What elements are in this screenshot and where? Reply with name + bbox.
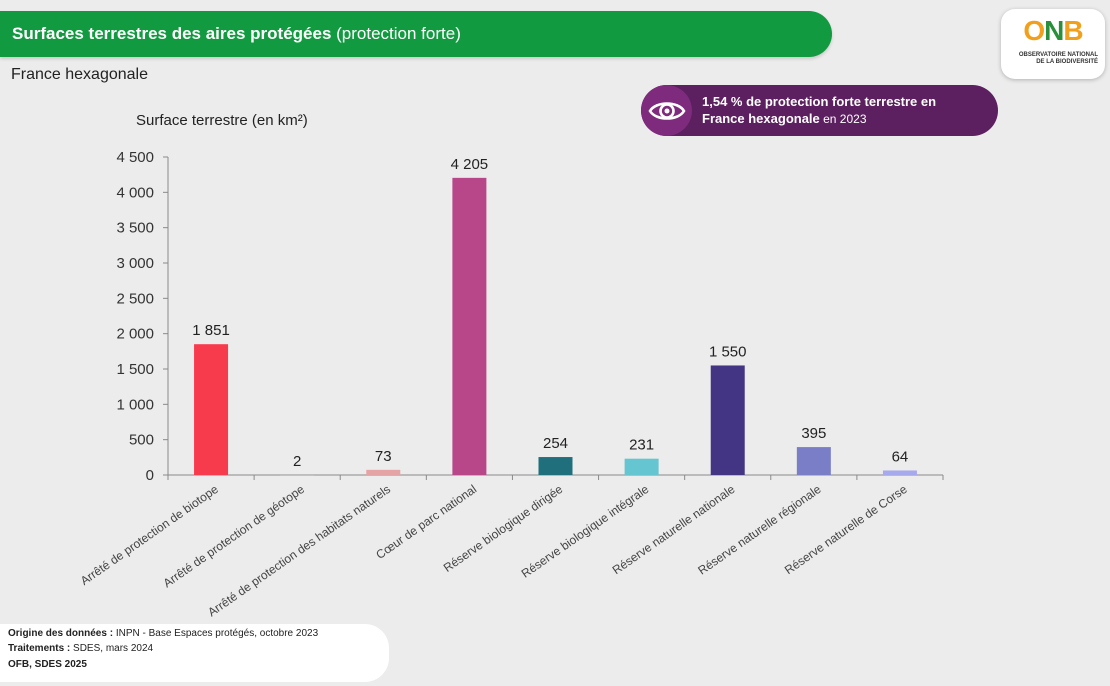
data-label: 1 550 <box>709 343 747 360</box>
eye-icon <box>647 101 686 120</box>
footer-processing: Traitements : SDES, mars 2024 <box>8 643 153 654</box>
logo-letter-n: N <box>1044 15 1064 46</box>
callout-line2-rest: en 2023 <box>819 112 867 126</box>
y-axis-title: Surface terrestre (en km²) <box>136 112 308 129</box>
callout-banner: 1,54 % de protection forte terrestre en … <box>641 85 998 136</box>
logo-letter-b: B <box>1063 15 1083 46</box>
page-title-bold: Surfaces terrestres des aires protégées <box>12 24 332 43</box>
page-title-rest: (protection forte) <box>331 24 461 43</box>
bar <box>796 447 831 475</box>
bar <box>280 474 315 476</box>
y-tick-label: 2 000 <box>116 326 154 343</box>
y-tick-label: 2 500 <box>116 290 154 307</box>
y-tick-label: 3 500 <box>116 220 154 237</box>
data-label: 2 <box>293 453 301 470</box>
bar <box>882 470 917 475</box>
footer-processing-label: Traitements : <box>8 643 74 654</box>
footer-source-label: Origine des données : <box>8 628 116 639</box>
x-tick-label: Arrêté de protection des habitats nature… <box>205 482 393 619</box>
y-tick-label: 1 000 <box>116 396 154 413</box>
y-tick-label: 3 000 <box>116 255 154 272</box>
data-label: 73 <box>375 448 392 465</box>
subtitle: France hexagonale <box>11 66 148 83</box>
y-tick-label: 4 000 <box>116 184 154 201</box>
bar <box>624 458 659 475</box>
bar <box>194 344 229 475</box>
data-label: 1 851 <box>192 322 230 339</box>
callout-text: 1,54 % de protection forte terrestre en … <box>702 93 936 128</box>
logo-subtext: OBSERVATOIRE NATIONAL DE LA BIODIVERSITÉ <box>1005 52 1101 66</box>
footer-source: Origine des données : INPN - Base Espace… <box>8 628 318 639</box>
x-tick-label: Arrêté de protection de biotope <box>78 482 221 588</box>
footer-processing-value: SDES, mars 2024 <box>73 643 154 654</box>
source-footer: Origine des données : INPN - Base Espace… <box>0 624 389 682</box>
y-tick-label: 4 500 <box>116 149 154 166</box>
footer-source-value: INPN - Base Espaces protégés, octobre 20… <box>115 628 319 639</box>
x-tick-label: Arrêté de protection de géotope <box>161 482 308 590</box>
data-label: 64 <box>892 448 909 465</box>
data-label: 4 205 <box>451 156 489 173</box>
data-label: 395 <box>801 425 826 442</box>
y-tick-label: 0 <box>146 467 154 484</box>
bar <box>452 177 487 475</box>
callout-icon-circle <box>641 85 692 136</box>
onb-logo: ONB OBSERVATOIRE NATIONAL DE LA BIODIVER… <box>1001 9 1105 79</box>
data-label: 254 <box>543 435 568 452</box>
logo-line2: DE LA BIODIVERSITÉ <box>1036 59 1098 65</box>
page-title: Surfaces terrestres des aires protégées … <box>12 11 461 57</box>
bar <box>710 365 745 475</box>
footer-credit-label: OFB, SDES 2025 <box>8 659 87 670</box>
y-tick-label: 500 <box>129 432 154 449</box>
callout-line1: 1,54 % de protection forte terrestre en <box>702 94 937 109</box>
y-tick-label: 1 500 <box>116 361 154 378</box>
header-bar: Surfaces terrestres des aires protégées … <box>0 11 832 57</box>
bar <box>366 469 401 475</box>
data-label: 231 <box>629 437 654 454</box>
callout-line2-bold: France hexagonale <box>702 111 820 126</box>
logo-letter-o: O <box>1023 15 1045 46</box>
logo-line1: OBSERVATOIRE NATIONAL <box>1018 52 1098 58</box>
logo-wordmark: ONB <box>1001 15 1105 47</box>
footer-credit: OFB, SDES 2025 <box>8 659 87 670</box>
bar <box>538 457 573 475</box>
